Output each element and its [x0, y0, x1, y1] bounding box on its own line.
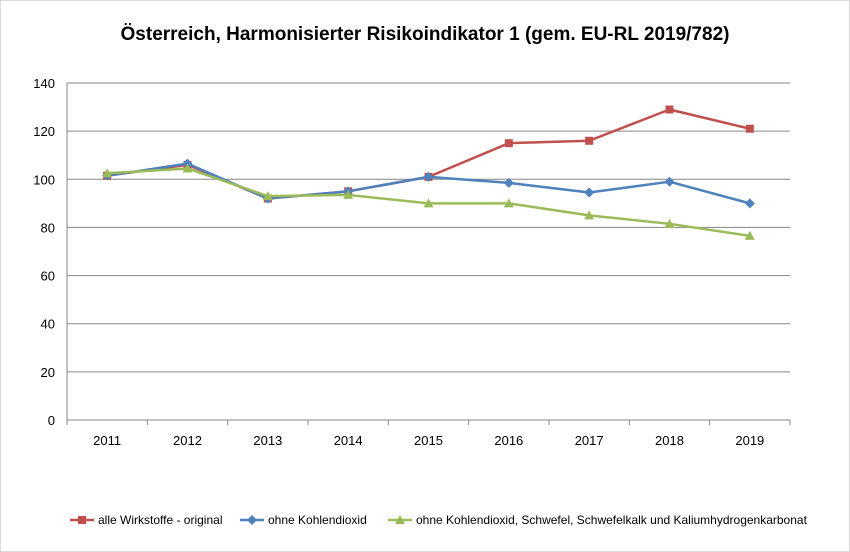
y-tick-label-100: 100 — [33, 172, 55, 187]
y-tick-label-80: 80 — [41, 220, 55, 235]
x-tick-label-2019: 2019 — [735, 433, 764, 448]
data-point-0-2019 — [745, 124, 754, 133]
data-point-1-2019 — [744, 198, 755, 209]
x-tick-label-2016: 2016 — [494, 433, 523, 448]
legend-marker-2 — [395, 515, 405, 524]
y-tick-label-20: 20 — [41, 365, 55, 380]
y-tick-label-120: 120 — [33, 124, 55, 139]
data-point-1-2018 — [664, 176, 675, 187]
x-tick-label-2014: 2014 — [334, 433, 363, 448]
data-point-1-2016 — [503, 177, 514, 188]
y-tick-label-60: 60 — [41, 269, 55, 284]
data-point-1-2015 — [423, 171, 434, 182]
legend-label-0: alle Wirkstoffe - original — [98, 513, 223, 527]
x-tick-label-2012: 2012 — [173, 433, 202, 448]
chart-title: Österreich, Harmonisierter Risikoindikat… — [120, 24, 730, 45]
x-tick-label-2011: 2011 — [93, 433, 121, 448]
data-point-2-2011 — [102, 168, 113, 178]
x-tick-label-2017: 2017 — [575, 433, 604, 448]
data-point-2-2015 — [423, 198, 434, 208]
y-tick-label-0: 0 — [48, 413, 55, 428]
y-tick-label-140: 140 — [33, 76, 55, 91]
legend-label-2: ohne Kohlendioxid, Schwefel, Schwefelkal… — [416, 513, 808, 527]
data-point-1-2017 — [584, 187, 595, 198]
data-point-2-2014 — [343, 189, 354, 199]
x-tick-label-2015: 2015 — [414, 433, 443, 448]
series-line-0 — [106, 108, 751, 200]
data-point-2-2012 — [182, 163, 193, 173]
data-point-2-2018 — [664, 218, 675, 228]
legend-marker-1 — [247, 515, 257, 525]
data-point-2-2013 — [262, 191, 273, 201]
data-point-2-2019 — [744, 230, 755, 240]
data-point-0-2018 — [665, 105, 674, 114]
x-tick-label-2018: 2018 — [655, 433, 684, 448]
data-point-0-2017 — [585, 136, 594, 145]
data-point-2-2017 — [584, 210, 595, 220]
x-tick-label-2013: 2013 — [253, 433, 282, 448]
y-tick-label-40: 40 — [41, 317, 55, 332]
data-point-0-2016 — [504, 139, 513, 148]
series-line-1 — [106, 162, 751, 205]
legend-marker-0 — [78, 516, 86, 524]
legend-label-1: ohne Kohlendioxid — [268, 513, 367, 527]
data-point-2-2016 — [503, 198, 514, 208]
